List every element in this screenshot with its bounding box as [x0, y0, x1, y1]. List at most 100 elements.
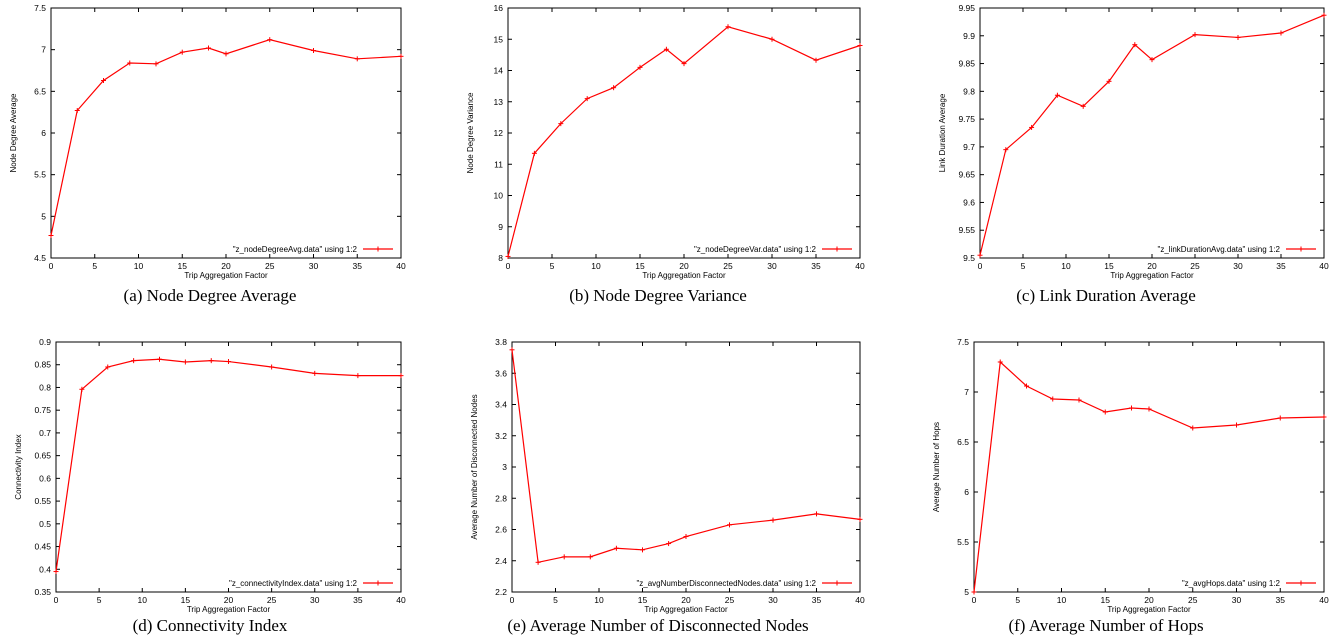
chart-panel-e: 0 5 10 15 20 25 30 35 40 2.2 2.4 2.6 2.8 3 3.2 3.4 3.6 3.…: [448, 322, 896, 644]
y-tick-label: 7.5: [34, 3, 46, 13]
y-tick-label: 9.7: [963, 142, 975, 152]
x-tick-label: 15: [635, 261, 645, 271]
data-point: [312, 370, 318, 376]
y-tick-label: 0.55: [34, 496, 51, 506]
data-point: [398, 373, 404, 379]
chart-svg-d: 0 5 10 15 20 25 30 35 40 0.35 0.4 0.45 0.5 0.55 0.6 0.6…: [14, 337, 406, 614]
y-tick-label: 0.35: [34, 587, 51, 597]
x-tick-label: 25: [1188, 595, 1198, 605]
x-tick-label: 40: [855, 595, 865, 605]
x-tick-label: 30: [1232, 595, 1242, 605]
x-tick-label: 10: [134, 261, 144, 271]
data-point: [1132, 42, 1138, 48]
y-tick-label: 9.95: [958, 3, 975, 13]
data-point: [663, 46, 669, 52]
series-line: [979, 14, 1325, 256]
chart-svg-e: 0 5 10 15 20 25 30 35 40 2.2 2.4 2.6 2.8 3 3.2 3.4 3.6 3.…: [470, 337, 865, 614]
data-point: [561, 554, 567, 560]
x-tick-label: 15: [1101, 595, 1111, 605]
x-tick-label: 30: [767, 261, 777, 271]
data-point: [1054, 92, 1060, 98]
x-tick-label: 35: [353, 595, 363, 605]
y-tick-label: 6: [41, 128, 46, 138]
data-point: [398, 53, 404, 59]
data-point: [1129, 405, 1134, 411]
data-point: [725, 24, 731, 30]
data-point: [1146, 406, 1152, 412]
chart-svg-c: 0 5 10 15 20 25 30 35 40 9.5 9.55 9.6 9.65 9.7 9.75 9.8…: [938, 3, 1329, 280]
data-point: [681, 61, 687, 67]
x-tick-label: 35: [1276, 261, 1286, 271]
x-tick-label: 5: [1021, 261, 1026, 271]
y-tick-label: 2.6: [495, 525, 507, 535]
data-point: [226, 359, 231, 365]
data-point: [269, 364, 275, 370]
y-tick-label: 2.4: [495, 556, 507, 566]
x-tick-label: 0: [49, 261, 54, 271]
data-point: [584, 96, 590, 102]
x-tick-label: 10: [591, 261, 601, 271]
data-point: [857, 516, 863, 522]
y-tick-label: 0.65: [34, 451, 51, 461]
x-tick-label: 35: [811, 261, 821, 271]
data-point: [1102, 409, 1108, 415]
y-tick-label: 10: [494, 191, 504, 201]
data-point: [814, 511, 819, 517]
x-tick-label: 20: [681, 595, 691, 605]
y-axis-label: Link Duration Average: [938, 93, 947, 172]
y-tick-label: 16: [494, 3, 504, 13]
x-tick-label: 20: [679, 261, 689, 271]
y-tick-label: 9.85: [958, 59, 975, 69]
data-point: [531, 150, 537, 156]
chart-caption-a: (a) Node Degree Average: [123, 286, 297, 305]
data-point: [1024, 383, 1029, 389]
y-tick-label: 5.5: [34, 170, 46, 180]
data-point: [683, 534, 689, 540]
x-tick-label: 40: [396, 261, 406, 271]
x-axis-label: Trip Aggregation Factor: [1110, 271, 1194, 280]
data-point: [997, 359, 1003, 365]
y-tick-label: 13: [494, 97, 504, 107]
data-point: [153, 61, 159, 67]
data-point: [505, 253, 511, 259]
y-tick-label: 5: [964, 587, 969, 597]
data-point: [1149, 57, 1155, 63]
y-tick-label: 3.4: [495, 400, 507, 410]
x-tick-label: 5: [553, 595, 558, 605]
data-point: [637, 64, 643, 70]
legend-label: "z_linkDurationAvg.data" using 1:2: [1158, 245, 1281, 254]
x-tick-label: 15: [178, 261, 188, 271]
x-tick-label: 25: [267, 595, 277, 605]
x-tick-label: 40: [1319, 595, 1329, 605]
x-tick-label: 40: [1319, 261, 1329, 271]
data-point: [611, 85, 617, 91]
data-point: [1192, 32, 1198, 38]
chart-caption-e: (e) Average Number of Disconnected Nodes: [507, 616, 809, 635]
x-tick-label: 25: [723, 261, 733, 271]
y-tick-label: 9.75: [958, 114, 975, 124]
x-tick-label: 15: [1104, 261, 1114, 271]
chart-panel-a: 0 5 10 15 20 25 30 35 40 4.5 5 5.5 6 6.5 7 7.5 Trip Aggr…: [0, 0, 448, 322]
y-tick-label: 7.5: [957, 337, 969, 347]
y-tick-label: 6.5: [34, 86, 46, 96]
data-point: [48, 233, 54, 238]
data-point: [770, 517, 776, 523]
data-point: [587, 554, 593, 560]
data-point: [311, 48, 316, 53]
y-tick-label: 0.6: [39, 473, 51, 483]
x-axis-label: Trip Aggregation Factor: [184, 271, 268, 280]
plot-frame-b: [507, 7, 861, 259]
y-tick-label: 0.4: [39, 564, 51, 574]
y-axis-label: Average Number of Disconnected Nodes: [470, 394, 479, 539]
y-tick-label: 9.9: [963, 31, 975, 41]
chart-panel-c: 0 5 10 15 20 25 30 35 40 9.5 9.55 9.6 9.65 9.7 9.75 9.8…: [896, 0, 1343, 322]
x-tick-label: 40: [396, 595, 406, 605]
data-point: [74, 108, 80, 113]
y-tick-label: 9.6: [963, 197, 975, 207]
data-point: [53, 569, 59, 575]
data-point: [131, 358, 137, 364]
x-axis-label: Trip Aggregation Factor: [642, 271, 726, 280]
data-point: [1076, 397, 1082, 403]
y-tick-label: 14: [494, 66, 504, 76]
data-point: [1234, 422, 1239, 428]
